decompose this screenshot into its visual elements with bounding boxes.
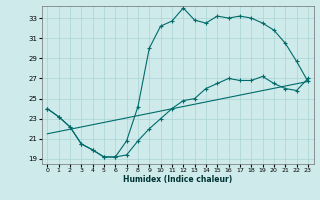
X-axis label: Humidex (Indice chaleur): Humidex (Indice chaleur) — [123, 175, 232, 184]
